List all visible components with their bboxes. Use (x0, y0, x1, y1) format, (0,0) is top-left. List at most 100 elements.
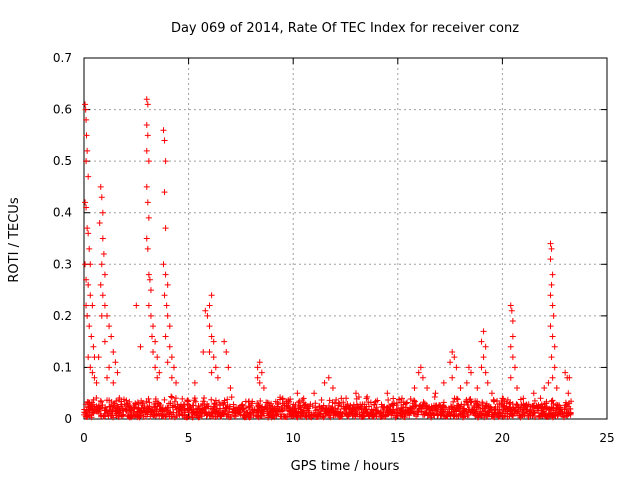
data-point (82, 261, 89, 268)
data-point-baseline (365, 403, 372, 410)
data-point (321, 379, 328, 386)
y-tick-label: 0.6 (53, 103, 72, 117)
data-point-baseline (228, 394, 235, 401)
data-point (173, 379, 180, 386)
data-point (254, 374, 261, 381)
data-point-baseline (249, 400, 256, 407)
data-point (114, 369, 121, 376)
y-tick-label: 0.4 (53, 206, 72, 220)
data-point (98, 312, 105, 319)
x-tick-label: 25 (599, 431, 614, 445)
data-point (338, 395, 345, 402)
data-point-baseline (312, 400, 319, 407)
data-point (206, 348, 213, 355)
y-tick-label: 0 (64, 412, 72, 426)
data-point (98, 194, 105, 201)
data-point-baseline (172, 395, 179, 402)
data-point (86, 245, 93, 252)
data-point (545, 379, 552, 386)
data-point-baseline (126, 398, 133, 405)
x-tick-label: 5 (185, 431, 193, 445)
data-point-baseline (108, 399, 115, 406)
data-point-baseline (226, 403, 233, 410)
data-point (548, 354, 555, 361)
data-point (256, 359, 263, 366)
data-point (143, 122, 150, 129)
data-point (541, 385, 548, 392)
data-point (206, 302, 213, 309)
data-point (258, 369, 265, 376)
data-point-baseline (216, 399, 223, 406)
data-point (478, 338, 485, 345)
data-point-baseline (442, 404, 449, 411)
data-point (143, 235, 150, 242)
data-point (547, 323, 554, 330)
data-point-baseline (274, 400, 281, 407)
data-point (143, 183, 150, 190)
data-point (520, 395, 527, 402)
data-point-baseline (463, 398, 470, 405)
data-point-baseline (373, 404, 380, 411)
data-point (514, 385, 521, 392)
data-point (206, 323, 213, 330)
data-point (137, 343, 144, 350)
data-point (432, 390, 439, 397)
data-point-baseline (192, 398, 199, 405)
data-point-baseline (179, 395, 186, 402)
data-point (101, 271, 108, 278)
data-point (480, 354, 487, 361)
data-point-baseline (401, 414, 408, 421)
data-point-baseline (374, 397, 381, 404)
data-point (509, 333, 516, 340)
data-point (143, 147, 150, 154)
data-point-baseline (381, 403, 388, 410)
data-point (168, 374, 175, 381)
data-point (547, 256, 554, 263)
data-point (166, 343, 173, 350)
data-point-baseline (198, 410, 205, 417)
data-point (210, 338, 217, 345)
data-point-baseline (431, 394, 438, 401)
data-point-baseline (93, 394, 100, 401)
data-point (97, 281, 104, 288)
data-point (565, 390, 572, 397)
data-point (482, 369, 489, 376)
data-point-baseline (297, 412, 304, 419)
data-point (449, 348, 456, 355)
data-point (225, 364, 232, 371)
data-point (163, 302, 170, 309)
data-point (415, 369, 422, 376)
data-point-baseline (223, 404, 230, 411)
data-point-baseline (120, 411, 127, 418)
data-point-baseline (385, 396, 392, 403)
data-point-baseline (404, 399, 411, 406)
data-point (104, 374, 111, 381)
data-point-baseline (123, 397, 130, 404)
data-point-baseline (196, 414, 203, 421)
data-point-baseline (88, 414, 95, 421)
data-point-baseline (454, 396, 461, 403)
data-point (311, 390, 318, 397)
data-point (82, 106, 89, 113)
data-point-baseline (110, 414, 117, 421)
data-point (202, 307, 209, 314)
data-point (507, 374, 514, 381)
data-point (484, 379, 491, 386)
data-point (474, 385, 481, 392)
axis-ticks: 0 5 10 15 20 25 0 0.1 0.2 0.3 0.4 0.5 0.6 0.7 (53, 51, 615, 445)
data-point-baseline (135, 405, 142, 412)
data-point-baseline (102, 404, 109, 411)
data-point (508, 307, 515, 314)
x-tick-label: 0 (80, 431, 88, 445)
data-point-baseline (301, 401, 308, 408)
data-point (547, 240, 554, 247)
data-point (161, 292, 168, 299)
data-point (106, 364, 113, 371)
data-point-baseline (355, 394, 362, 401)
data-point-baseline (257, 398, 264, 405)
data-point-baseline (474, 414, 481, 421)
data-point-baseline (411, 398, 418, 405)
data-point-baseline (287, 396, 294, 403)
data-point-baseline (140, 399, 147, 406)
data-point (162, 333, 169, 340)
